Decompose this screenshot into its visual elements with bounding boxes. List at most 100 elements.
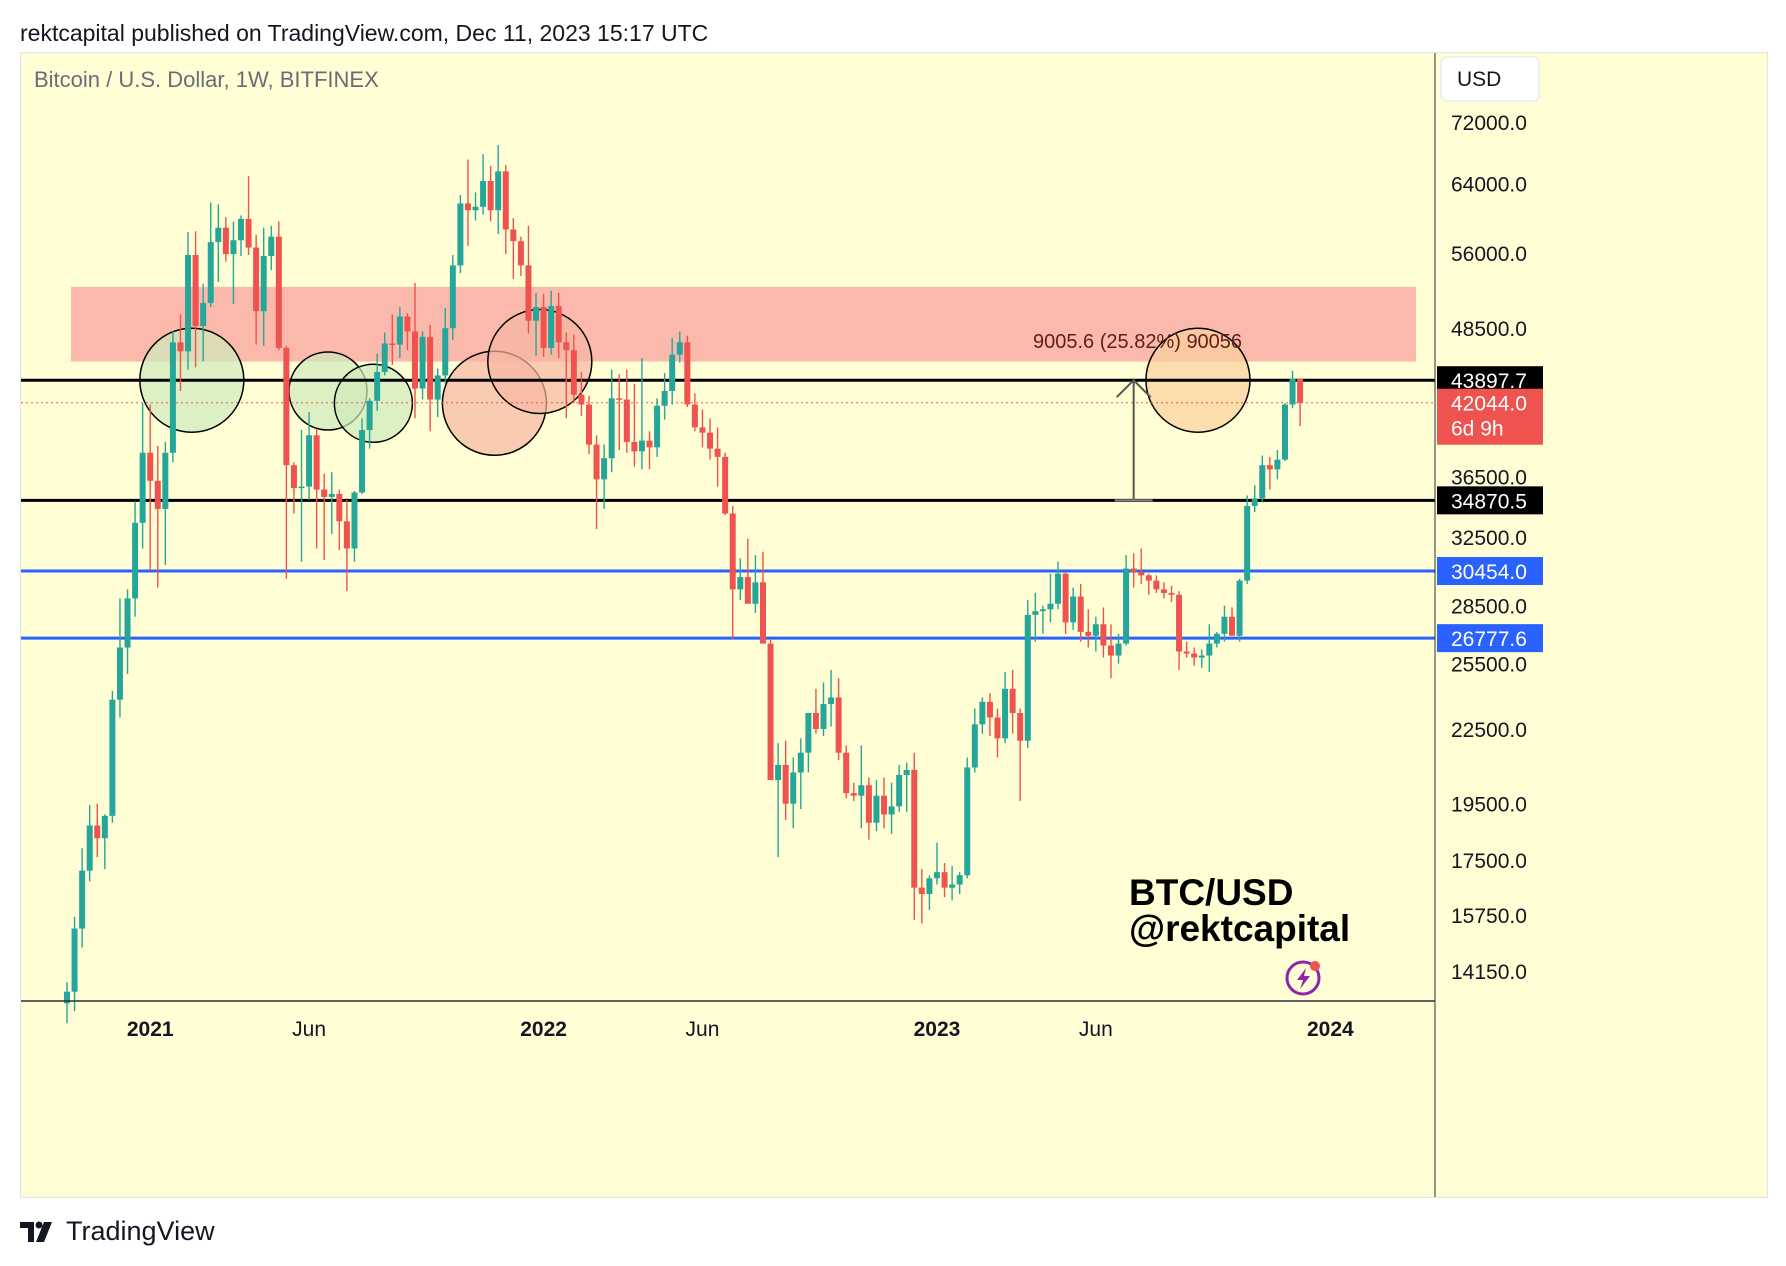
candle[interactable] <box>714 427 721 487</box>
candle[interactable] <box>290 462 297 514</box>
candle[interactable] <box>533 292 540 356</box>
candle[interactable] <box>230 221 237 305</box>
candle[interactable] <box>1183 641 1190 658</box>
candle[interactable] <box>926 875 933 911</box>
candle[interactable] <box>661 373 668 420</box>
candle[interactable] <box>1047 573 1054 623</box>
candle[interactable] <box>790 757 797 829</box>
candle[interactable] <box>555 292 562 359</box>
chart-canvas[interactable]: 9005.6 (25.82%) 90056 72000.0 64000.0 5600… <box>21 53 1767 1197</box>
candle[interactable] <box>654 398 661 457</box>
candle[interactable] <box>548 290 555 355</box>
candle[interactable] <box>805 712 812 773</box>
candle[interactable] <box>1160 582 1167 599</box>
candle[interactable] <box>608 369 615 473</box>
candle[interactable] <box>578 371 585 416</box>
candle[interactable] <box>139 403 146 549</box>
candle[interactable] <box>759 551 766 644</box>
candle[interactable] <box>1236 578 1243 642</box>
candle[interactable] <box>722 452 729 516</box>
candle[interactable] <box>1002 671 1009 744</box>
candle[interactable] <box>1077 584 1084 642</box>
candle[interactable] <box>245 176 252 256</box>
candle[interactable] <box>858 745 865 829</box>
candle[interactable] <box>404 313 411 351</box>
candle[interactable] <box>752 555 759 613</box>
candle[interactable] <box>850 782 857 801</box>
candle[interactable] <box>1281 403 1288 462</box>
candle[interactable] <box>381 332 388 376</box>
candle[interactable] <box>1017 708 1024 801</box>
candle[interactable] <box>1123 555 1130 646</box>
candle[interactable] <box>389 314 396 365</box>
candle[interactable] <box>971 708 978 773</box>
candle[interactable] <box>1244 495 1251 585</box>
candle[interactable] <box>162 441 169 566</box>
candle[interactable] <box>411 282 418 419</box>
candle[interactable] <box>676 331 683 363</box>
candle[interactable] <box>1039 605 1046 634</box>
candles-layer[interactable] <box>64 144 1304 1024</box>
candle[interactable] <box>1024 600 1031 748</box>
candle[interactable] <box>933 842 940 885</box>
candle[interactable] <box>593 435 600 530</box>
candle[interactable] <box>1251 485 1258 513</box>
candle[interactable] <box>964 757 971 879</box>
candle[interactable] <box>1266 456 1273 490</box>
candle[interactable] <box>911 752 918 921</box>
candle[interactable] <box>298 430 305 562</box>
candle[interactable] <box>442 308 449 384</box>
candle[interactable] <box>434 368 441 418</box>
candle[interactable] <box>124 589 131 674</box>
candle[interactable] <box>457 195 464 274</box>
candle[interactable] <box>767 639 774 781</box>
candle[interactable] <box>956 872 963 894</box>
candle[interactable] <box>1092 616 1099 652</box>
candle[interactable] <box>646 431 653 470</box>
candle[interactable] <box>903 762 910 812</box>
candle[interactable] <box>419 331 426 400</box>
candle[interactable] <box>1206 624 1213 672</box>
candle[interactable] <box>1297 378 1304 427</box>
candle[interactable] <box>812 688 819 734</box>
candle[interactable] <box>275 221 282 351</box>
candle[interactable] <box>1153 575 1160 593</box>
candle[interactable] <box>215 204 222 282</box>
candle[interactable] <box>169 331 176 463</box>
candle[interactable] <box>1221 605 1228 642</box>
candle[interactable] <box>101 814 108 870</box>
candle[interactable] <box>729 505 736 640</box>
candle[interactable] <box>109 690 116 823</box>
candle[interactable] <box>1107 624 1114 679</box>
candle[interactable] <box>94 803 101 858</box>
candle[interactable] <box>994 708 1001 758</box>
candle[interactable] <box>888 782 895 834</box>
candle[interactable] <box>881 777 888 829</box>
candle[interactable] <box>517 236 524 277</box>
candle[interactable] <box>132 501 139 617</box>
candle[interactable] <box>896 764 903 812</box>
candle[interactable] <box>260 227 267 346</box>
candle[interactable] <box>200 283 207 362</box>
lightning-icon[interactable] <box>1285 960 1321 996</box>
candle[interactable] <box>192 231 199 368</box>
candle[interactable] <box>1085 609 1092 648</box>
candle[interactable] <box>570 334 577 404</box>
candle[interactable] <box>1055 561 1062 610</box>
chart-frame[interactable]: 9005.6 (25.82%) 90056 72000.0 64000.0 5600… <box>20 52 1768 1198</box>
candle[interactable] <box>502 165 509 255</box>
candle[interactable] <box>237 215 244 256</box>
candle[interactable] <box>366 398 373 449</box>
candle[interactable] <box>979 697 986 734</box>
candle[interactable] <box>147 404 154 571</box>
candle[interactable] <box>495 144 502 234</box>
candle[interactable] <box>775 743 782 858</box>
candle[interactable] <box>116 598 123 718</box>
candle[interactable] <box>623 369 630 453</box>
candle[interactable] <box>71 916 78 1012</box>
candle[interactable] <box>464 159 471 246</box>
candle[interactable] <box>1145 573 1152 595</box>
candle[interactable] <box>691 393 698 432</box>
candle[interactable] <box>480 154 487 215</box>
candle[interactable] <box>865 777 872 840</box>
